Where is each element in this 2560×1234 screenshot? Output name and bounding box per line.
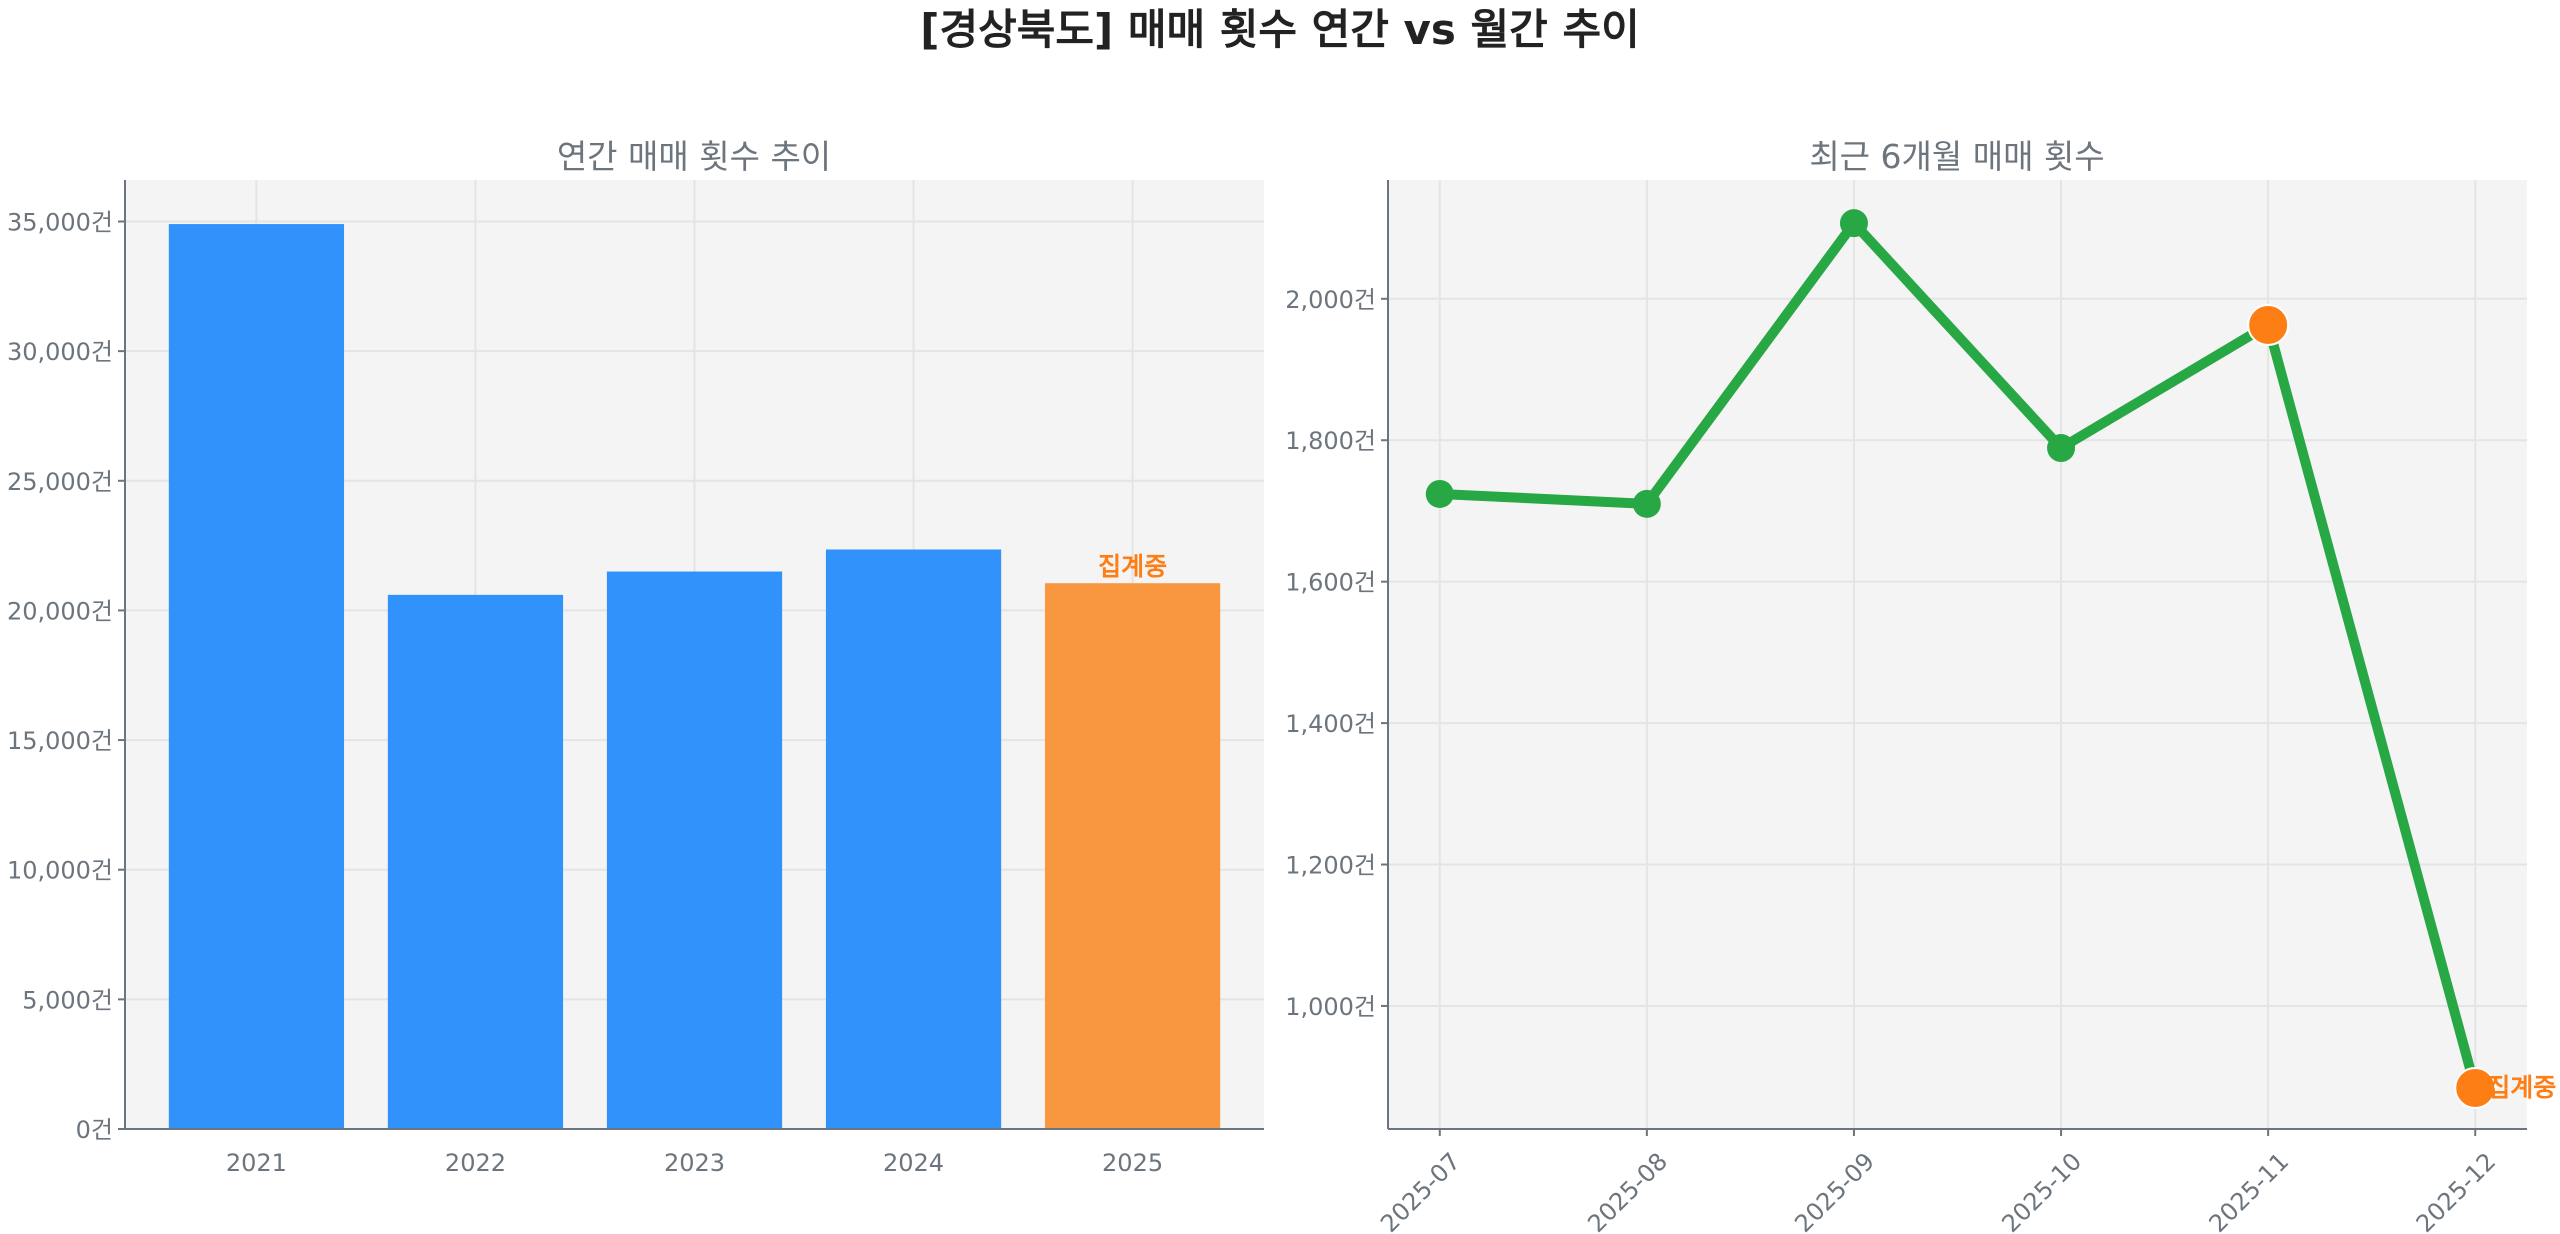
y-tick-label: 25,000건 <box>7 468 113 496</box>
y-tick-label: 0건 <box>76 1116 113 1144</box>
x-tick-label: 2021 <box>226 1149 287 1177</box>
x-tick-label: 2025-08 <box>1582 1147 1673 1234</box>
x-tick-label: 2023 <box>664 1149 725 1177</box>
y-tick-label: 20,000건 <box>7 597 113 625</box>
partial-annotation: 집계중 <box>2487 1073 2556 1102</box>
x-tick-label: 2025 <box>1102 1149 1163 1177</box>
y-tick-label: 35,000건 <box>7 208 113 236</box>
y-tick-label: 1,000건 <box>1285 993 1376 1021</box>
annual-bar-chart: 연간 매매 횟수 추이 0건 5,000건 10,000건 15,000건 20,000… <box>7 137 1264 1177</box>
y-tick-label: 2,000건 <box>1285 286 1376 314</box>
y-tick-label: 1,600건 <box>1285 569 1376 597</box>
bar-2024 <box>825 549 1002 1129</box>
y-tick-label: 10,000건 <box>7 857 113 885</box>
bar-2023 <box>606 571 783 1129</box>
series-line <box>1439 218 2481 1090</box>
data-point-2025-09 <box>1839 209 1868 238</box>
data-point-2025-12 <box>2454 1066 2497 1109</box>
bar-2022 <box>387 594 564 1129</box>
y-tick-label: 15,000건 <box>7 727 113 755</box>
x-tick-label: 2025-11 <box>2204 1147 2295 1234</box>
figure-title: [경상북도] 매매 횟수 연간 vs 월간 추이 <box>920 5 1639 54</box>
x-tick-label: 2024 <box>883 1149 944 1177</box>
bar-2021 <box>168 224 345 1130</box>
partial-annotation: 집계중 <box>1098 552 1167 581</box>
monthly-line-chart: 최근 6개월 매매 횟수 1,000건 1,200건 1,400건 1,600건 1,8… <box>1285 137 2556 1234</box>
x-tick-label: 2025-10 <box>1996 1147 2087 1234</box>
x-tick-label: 2022 <box>445 1149 506 1177</box>
annual-chart-title: 연간 매매 횟수 추이 <box>557 137 831 176</box>
y-tick-label: 5,000건 <box>22 986 113 1014</box>
data-point-2025-07 <box>1425 479 1454 508</box>
x-tick-label: 2025-12 <box>2411 1147 2502 1234</box>
monthly-chart-title: 최근 6개월 매매 횟수 <box>1809 137 2104 176</box>
bar-2025 <box>1044 583 1221 1129</box>
y-tick-label: 1,800건 <box>1285 427 1376 455</box>
y-tick-label: 1,400건 <box>1285 710 1376 738</box>
data-point-2025-11 <box>2247 303 2290 346</box>
y-tick-label: 30,000건 <box>7 338 113 366</box>
x-tick-label: 2025-07 <box>1375 1147 1466 1234</box>
data-point-2025-08 <box>1632 489 1661 518</box>
x-tick-label: 2025-09 <box>1789 1147 1880 1234</box>
y-tick-label: 1,200건 <box>1285 852 1376 880</box>
data-point-2025-10 <box>2047 434 2076 463</box>
